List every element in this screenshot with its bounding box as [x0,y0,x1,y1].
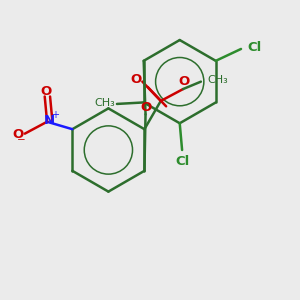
Text: CH₃: CH₃ [207,75,228,85]
Text: CH₃: CH₃ [95,98,116,108]
Text: N: N [44,114,55,127]
Text: Cl: Cl [247,41,261,54]
Text: O: O [178,75,189,88]
Text: O: O [130,73,141,86]
Text: +: + [51,110,59,120]
Text: O: O [40,85,52,98]
Text: O: O [141,101,152,114]
Text: O: O [13,128,24,141]
Text: Cl: Cl [176,155,190,168]
Text: −: − [16,135,25,145]
